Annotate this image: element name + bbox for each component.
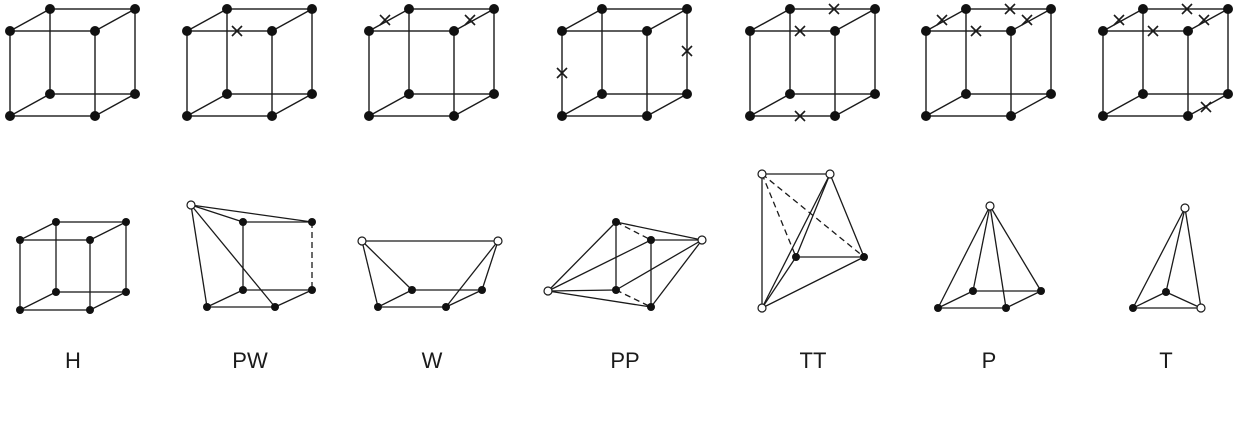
shape-double-tetrahedron xyxy=(761,173,865,309)
label-pp: PP xyxy=(610,348,640,373)
shape-wedge xyxy=(361,240,499,308)
cross-mark-icon xyxy=(1200,101,1212,113)
label-p: P xyxy=(981,348,997,373)
shape-hexahedron xyxy=(19,221,127,311)
label-tt: TT xyxy=(799,348,827,373)
shape-pyramid xyxy=(937,205,1042,309)
label-h: H xyxy=(65,348,81,373)
cube-h xyxy=(5,4,140,121)
label-pw: PW xyxy=(232,348,268,373)
cube-pw xyxy=(182,4,317,121)
label-t: T xyxy=(1159,348,1173,373)
solid-vertices xyxy=(16,218,1170,314)
cube-w xyxy=(364,4,499,121)
label-w: W xyxy=(421,348,443,373)
shape-tetrahedron xyxy=(1132,207,1202,309)
cube-tt xyxy=(745,3,880,122)
cube-t xyxy=(1098,3,1233,121)
cube-pp xyxy=(556,4,693,121)
cube-p xyxy=(921,3,1056,121)
shape-double-pyramid xyxy=(547,221,703,308)
hollow-vertices xyxy=(186,169,1206,313)
shape-pyramid-wedge xyxy=(190,204,313,308)
